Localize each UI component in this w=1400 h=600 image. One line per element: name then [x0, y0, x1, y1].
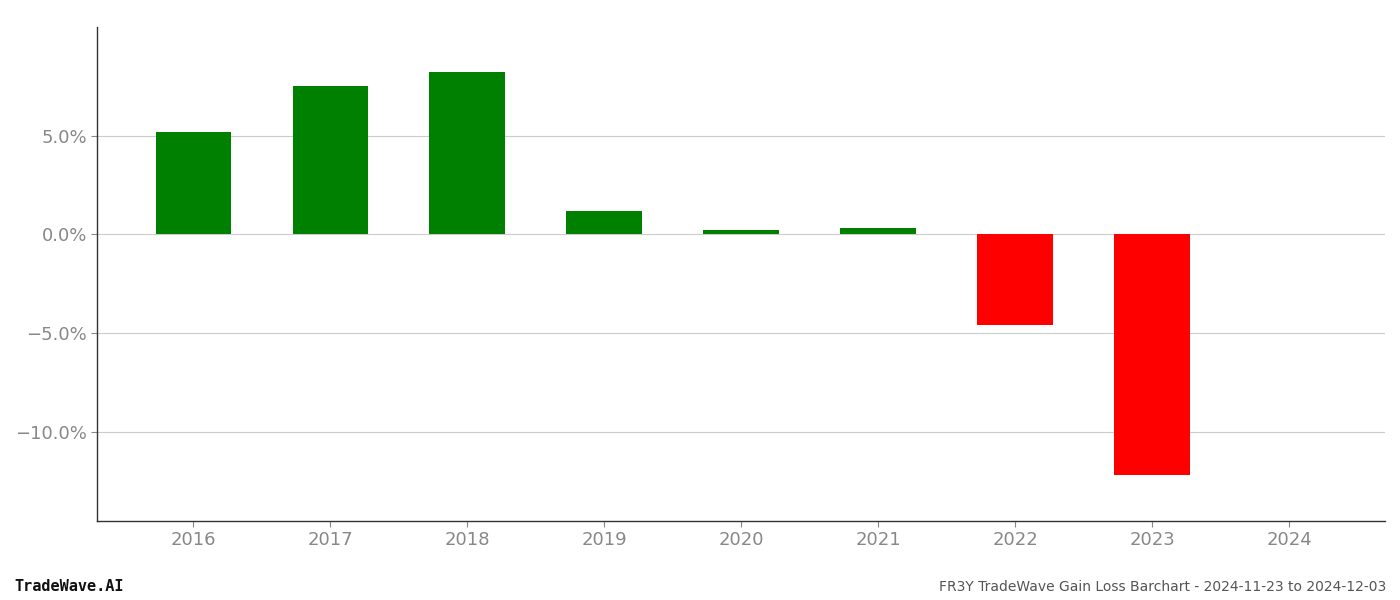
Bar — [430, 73, 505, 235]
Bar — [840, 229, 916, 235]
Bar — [155, 131, 231, 235]
Bar — [293, 86, 368, 235]
Bar — [1114, 235, 1190, 475]
Bar — [977, 235, 1053, 325]
Text: TradeWave.AI: TradeWave.AI — [14, 579, 123, 594]
Bar — [703, 230, 778, 235]
Bar — [567, 211, 641, 235]
Text: FR3Y TradeWave Gain Loss Barchart - 2024-11-23 to 2024-12-03: FR3Y TradeWave Gain Loss Barchart - 2024… — [939, 580, 1386, 594]
